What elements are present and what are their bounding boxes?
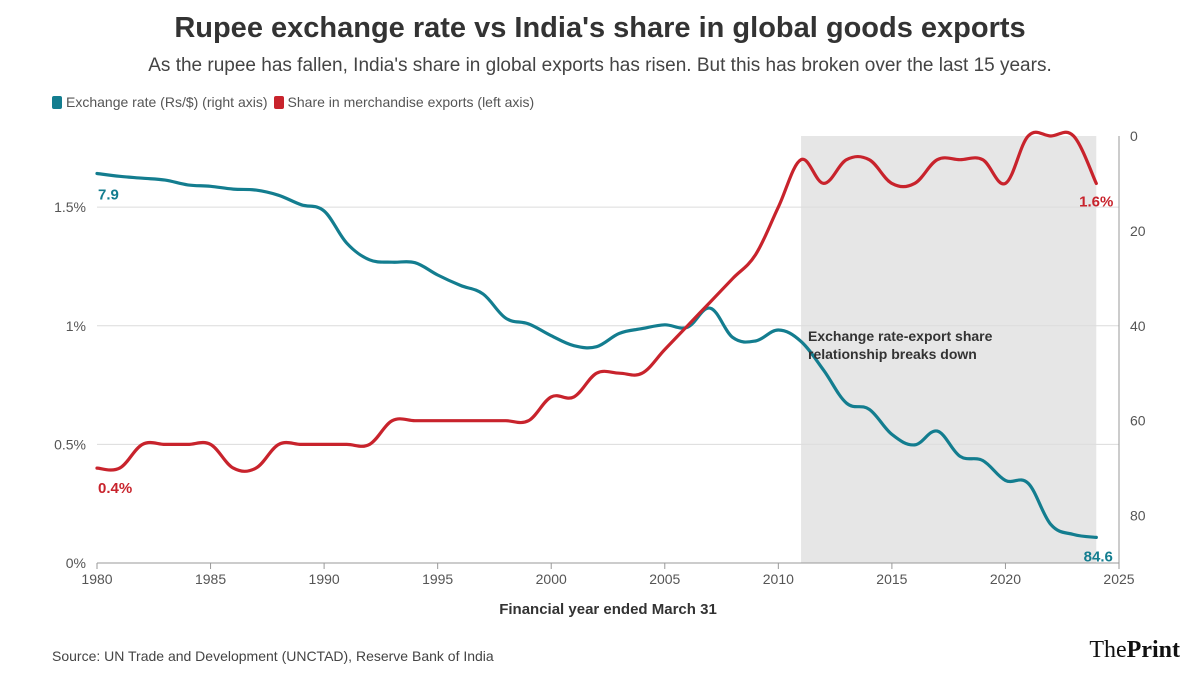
- x-tick-label: 2005: [649, 571, 680, 587]
- left-axis: 0% 0.5% 1% 1.5%: [54, 199, 86, 571]
- x-tick-label: 2015: [876, 571, 907, 587]
- left-tick-label: 0%: [66, 555, 86, 571]
- series-line-exchange-rate: [95, 171, 1098, 539]
- x-axis-title: Financial year ended March 31: [499, 601, 717, 618]
- data-label-exchange-end: 84.6: [1084, 548, 1113, 565]
- x-tick-label: 2000: [536, 571, 567, 587]
- x-tick-label: 2010: [763, 571, 794, 587]
- x-tick-label: 2020: [990, 571, 1021, 587]
- legend-item-exchange: Exchange rate (Rs/$) (right axis): [52, 94, 268, 110]
- brand-the: The: [1089, 637, 1127, 663]
- brand-logo: ThePrint: [1089, 637, 1180, 664]
- x-tick-label: 1985: [195, 571, 226, 587]
- left-tick-label: 1.5%: [54, 199, 86, 215]
- annotation-line-1: Exchange rate-export share: [808, 328, 993, 344]
- data-label-exchange-start: 7.9: [98, 186, 119, 203]
- legend: Exchange rate (Rs/$) (right axis) Share …: [52, 94, 540, 110]
- data-label-layer: 7.9 84.6 0.4% 1.6%: [98, 186, 1113, 565]
- legend-swatch-share: [273, 95, 284, 109]
- right-tick-label: 0: [1130, 128, 1138, 144]
- data-label-share-end: 1.6%: [1079, 193, 1113, 210]
- left-tick-label: 1%: [66, 318, 86, 334]
- right-tick-label: 40: [1130, 318, 1146, 334]
- chart-subtitle: As the rupee has fallen, India's share i…: [148, 55, 1052, 76]
- right-tick-label: 20: [1130, 223, 1146, 239]
- x-axis: 1980 1985 1990 1995 2000 2005 2010 2015 2020 2025: [81, 563, 1135, 587]
- chart-title: Rupee exchange rate vs India's share in …: [174, 12, 1026, 44]
- series-line-export-share: [95, 130, 1098, 473]
- right-axis: 0 20 40 60 80: [1118, 128, 1146, 563]
- legend-item-share: Share in merchandise exports (left axis): [273, 94, 535, 110]
- right-tick-label: 80: [1130, 508, 1146, 524]
- data-label-share-start: 0.4%: [98, 480, 132, 497]
- legend-label-exchange: Exchange rate (Rs/$) (right axis): [66, 94, 268, 110]
- right-tick-label: 60: [1130, 413, 1146, 429]
- brand-print: Print: [1126, 637, 1180, 663]
- annotation-line-2: relationship breaks down: [808, 346, 977, 362]
- x-tick-label: 2025: [1103, 571, 1134, 587]
- source-note: Source: UN Trade and Development (UNCTAD…: [52, 648, 494, 664]
- legend-label-share: Share in merchandise exports (left axis): [287, 94, 535, 110]
- x-tick-label: 1980: [81, 571, 112, 587]
- x-tick-label: 1995: [422, 571, 453, 587]
- series-layer: [95, 130, 1098, 539]
- x-tick-label: 1990: [309, 571, 340, 587]
- left-tick-label: 0.5%: [54, 436, 86, 452]
- legend-swatch-exchange: [52, 95, 62, 109]
